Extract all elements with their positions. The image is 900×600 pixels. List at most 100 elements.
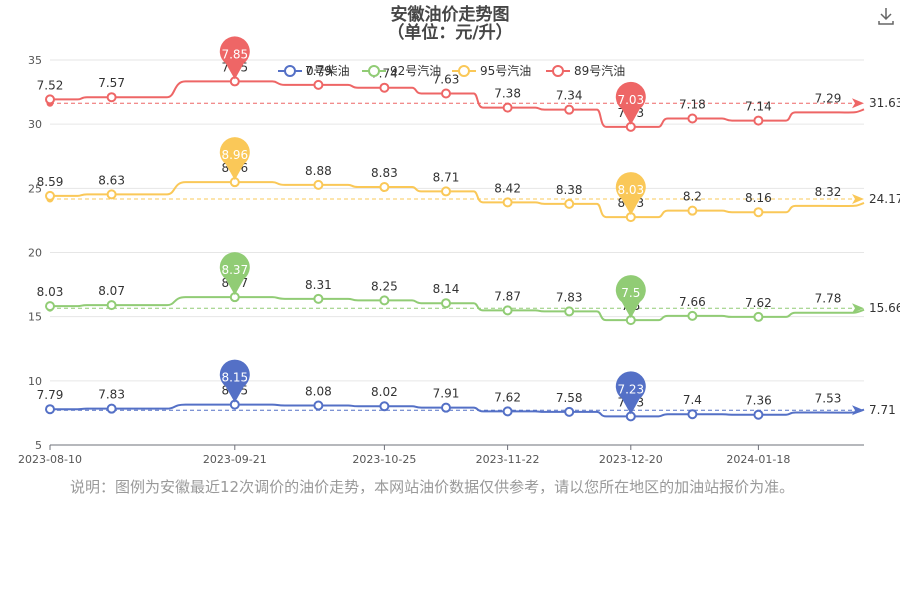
- legend[interactable]: 0号柴油 92号汽油 95号汽油 89号汽油: [278, 63, 625, 78]
- data-label: 8.63: [98, 173, 125, 187]
- max-marker-label-3: 7.85: [221, 47, 248, 61]
- data-label: 7.79: [37, 388, 64, 402]
- series-line-2: [50, 181, 865, 219]
- data-point: [106, 403, 117, 414]
- oil-price-chart: 安徽油价走势图 （单位：元/升） 5 10 15 20 25 30 35 2023-08-10…: [18, 4, 900, 466]
- data-point: [441, 88, 451, 99]
- y-tick-label: 25: [28, 182, 42, 195]
- data-label: 8.25: [371, 279, 398, 293]
- x-tick-label: 2023-11-22: [476, 453, 540, 466]
- data-label: 8.71: [433, 170, 460, 184]
- max-marker-3: [219, 36, 250, 80]
- data-point: [687, 409, 698, 420]
- data-point: [441, 186, 451, 197]
- data-label: 7.83: [556, 290, 583, 304]
- data-label: 8.02: [371, 385, 398, 399]
- legend-item-2: 95号汽油: [480, 63, 531, 78]
- data-label: 8.2: [683, 190, 702, 204]
- data-label: 8.14: [433, 282, 460, 296]
- data-label: 7.79: [305, 64, 332, 78]
- min-marker-label-1: 7.5: [621, 286, 640, 300]
- min-marker-label-0: 7.23: [617, 382, 644, 396]
- data-label: 7.36: [745, 394, 772, 408]
- legend-marker-3: [552, 65, 564, 77]
- legend-marker-1: [368, 65, 380, 77]
- average-arrow-2: [852, 193, 864, 204]
- max-marker-1: [219, 252, 250, 296]
- data-label: 7.62: [494, 390, 521, 404]
- data-label: 7.38: [494, 87, 521, 101]
- max-marker-label-1: 8.37: [221, 263, 248, 277]
- y-tick-label: 15: [28, 311, 42, 324]
- chart-title: 安徽油价走势图: [391, 4, 510, 25]
- min-marker-2: [615, 172, 646, 216]
- data-point: [753, 207, 764, 218]
- data-point: [45, 190, 55, 201]
- data-labels: 7.79 7.83 8.15 8.08 8.02 7.91 7.62 7.58 7.23 7.4 7…: [37, 60, 842, 409]
- data-label: 7.91: [433, 387, 460, 401]
- data-label: 7.4: [683, 393, 702, 407]
- data-point: [313, 179, 324, 190]
- legend-item-3: 89号汽油: [574, 63, 625, 78]
- data-label: 7.57: [98, 76, 125, 90]
- max-marker-0: [219, 359, 250, 403]
- data-point: [106, 92, 117, 103]
- data-point: [379, 182, 390, 193]
- y-tick-label: 20: [28, 247, 42, 260]
- data-label: 7.29: [815, 91, 842, 105]
- data-label: 7.66: [679, 295, 706, 309]
- series-line-0: [50, 403, 865, 418]
- data-point: [753, 311, 764, 322]
- series-line-1: [50, 296, 865, 322]
- data-point: [379, 401, 390, 412]
- data-label: 8.83: [371, 166, 398, 180]
- max-marker-label-2: 8.96: [221, 148, 248, 162]
- average-arrow-1: [852, 303, 864, 314]
- x-tick-label: 2023-08-10: [18, 453, 82, 466]
- chart-note: 说明：图例为安徽最近12次调价的油价走势，本网站油价数据仅供参考，请以您所在地区…: [70, 478, 795, 496]
- data-label: 7.87: [494, 289, 521, 303]
- data-point: [564, 198, 575, 209]
- data-label: 7.83: [98, 388, 125, 402]
- data-point: [502, 406, 513, 417]
- data-point: [106, 300, 117, 311]
- x-tick-label: 2023-12-20: [599, 453, 663, 466]
- min-marker-0: [615, 371, 646, 415]
- data-label: 7.58: [556, 391, 583, 405]
- average-arrow-3: [852, 98, 864, 109]
- data-label: 7.63: [433, 72, 460, 86]
- data-point: [313, 79, 324, 90]
- max-marker-2: [219, 137, 250, 181]
- data-point: [313, 293, 324, 304]
- legend-item-1: 92号汽油: [390, 63, 441, 78]
- min-marker-1: [615, 275, 646, 319]
- download-icon[interactable]: [878, 8, 894, 25]
- data-label: 8.38: [556, 183, 583, 197]
- data-point: [687, 205, 698, 216]
- data-point: [502, 102, 513, 113]
- data-point: [687, 113, 698, 124]
- x-tick-label: 2023-10-25: [352, 453, 416, 466]
- data-label: 8.42: [494, 181, 521, 195]
- chart-subtitle: （单位：元/升）: [387, 22, 512, 43]
- data-point: [564, 104, 575, 115]
- y-tick-label: 5: [35, 439, 42, 452]
- average-label-2: 24.17: [869, 192, 900, 206]
- average-lines: 7.71 15.66 24.17 31.63: [46, 96, 900, 417]
- y-tick-label: 10: [28, 375, 42, 388]
- average-label-3: 31.63: [869, 96, 900, 110]
- data-label: 8.08: [305, 384, 332, 398]
- data-label: 8.32: [815, 185, 842, 199]
- data-label: 8.88: [305, 164, 332, 178]
- legend-marker-0: [284, 65, 296, 77]
- data-point: [753, 115, 764, 126]
- data-point: [502, 197, 513, 208]
- data-label: 7.52: [37, 78, 64, 92]
- data-point: [441, 402, 451, 413]
- data-point: [45, 94, 55, 105]
- data-label: 8.03: [37, 285, 64, 299]
- data-point: [441, 298, 451, 309]
- data-point: [502, 305, 513, 316]
- data-point: [379, 82, 390, 93]
- x-tick-label: 2024-01-18: [726, 453, 790, 466]
